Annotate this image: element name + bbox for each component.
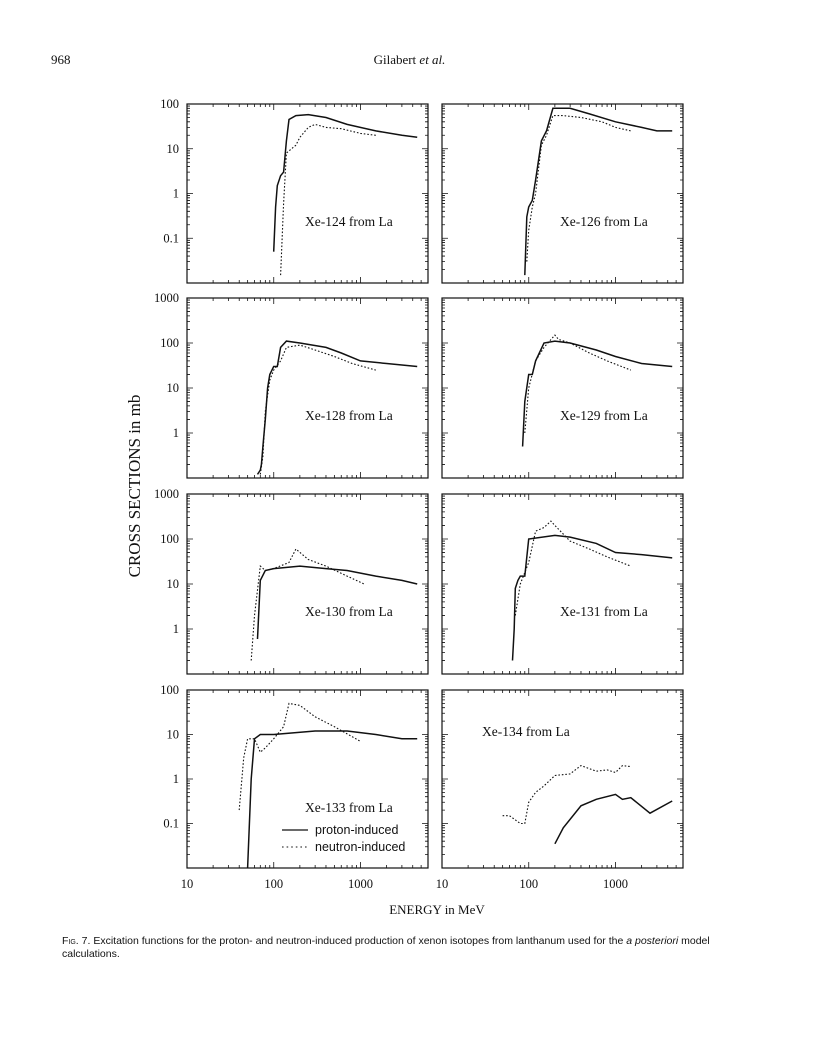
panel-title: Xe-126 from La bbox=[560, 214, 648, 229]
panel-7: 100 10 1 0.1 10 100 1000 Xe-133 from La proton-i… bbox=[160, 683, 429, 891]
panel-title: Xe-124 from La bbox=[305, 214, 393, 229]
proton-induced-line bbox=[246, 730, 418, 869]
axis-ticks bbox=[186, 103, 429, 284]
panel-5: 1000 100 10 1 Xe-130 from La bbox=[154, 487, 429, 675]
plot-frame bbox=[441, 297, 684, 479]
legend-neutron-label: neutron-induced bbox=[315, 840, 405, 854]
x-tick-label: 10 bbox=[181, 877, 194, 891]
et-al: et al. bbox=[419, 52, 446, 67]
panel-3: 1000 100 10 1 Xe-128 from La bbox=[154, 291, 429, 479]
legend: proton-induced neutron-induced bbox=[282, 823, 405, 854]
y-tick-label: 1000 bbox=[154, 291, 179, 305]
x-tick-label: 1000 bbox=[603, 877, 628, 891]
caption-text-end: model calculations. bbox=[62, 935, 710, 960]
plot-frame bbox=[186, 493, 429, 675]
neutron-induced-line bbox=[524, 334, 631, 434]
page-number: 968 bbox=[51, 52, 71, 67]
panel-6: Xe-131 from La bbox=[441, 493, 684, 675]
axis-ticks bbox=[441, 493, 684, 675]
y-tick-label: 100 bbox=[160, 336, 179, 350]
proton-induced-line bbox=[521, 340, 673, 447]
x-tick-label: 1000 bbox=[348, 877, 373, 891]
proton-induced-line bbox=[256, 565, 418, 640]
y-axis-title: CROSS SECTIONS in mb bbox=[125, 395, 144, 578]
neutron-induced-line bbox=[250, 548, 365, 661]
y-tick-label: 1000 bbox=[154, 487, 179, 501]
axis-ticks bbox=[186, 297, 429, 479]
neutron-induced-line bbox=[280, 123, 376, 276]
proton-induced-line bbox=[554, 793, 673, 845]
y-tick-label: 1 bbox=[173, 187, 179, 201]
plot-frame bbox=[186, 103, 429, 284]
panel-2: Xe-126 from La bbox=[441, 103, 684, 284]
y-tick-label: 10 bbox=[167, 577, 180, 591]
panel-8: 10 100 1000 Xe-134 from La bbox=[436, 689, 684, 891]
running-head: Gilabert et al. bbox=[0, 52, 819, 68]
axis-ticks bbox=[441, 689, 684, 869]
x-tick-label: 100 bbox=[264, 877, 283, 891]
plot-frame bbox=[186, 297, 429, 479]
y-tick-label: 10 bbox=[167, 381, 180, 395]
panel-1: 100 10 1 0.1 Xe-124 from La bbox=[160, 97, 429, 284]
panel-title: Xe-134 from La bbox=[482, 724, 570, 739]
y-tick-label: 100 bbox=[160, 532, 179, 546]
panel-title: Xe-128 from La bbox=[305, 408, 393, 423]
axis-ticks bbox=[441, 297, 684, 479]
panel-title: Xe-133 from La bbox=[305, 800, 393, 815]
legend-proton-label: proton-induced bbox=[315, 823, 398, 837]
x-axis-title: ENERGY in MeV bbox=[389, 902, 485, 917]
axis-ticks bbox=[186, 689, 429, 869]
proton-induced-line bbox=[524, 107, 673, 276]
axis-ticks bbox=[186, 493, 429, 675]
y-tick-label: 100 bbox=[160, 683, 179, 697]
neutron-induced-line bbox=[502, 764, 631, 825]
panel-title: Xe-131 from La bbox=[560, 604, 648, 619]
figure-caption: Fig. 7. Excitation functions for the pro… bbox=[62, 935, 762, 961]
panel-title: Xe-129 from La bbox=[560, 408, 648, 423]
y-tick-label: 1 bbox=[173, 622, 179, 636]
caption-italic: a posteriori bbox=[626, 935, 679, 947]
plot-frame bbox=[441, 493, 684, 675]
y-tick-label: 0.1 bbox=[163, 231, 179, 245]
proton-induced-line bbox=[272, 113, 418, 252]
proton-induced-line bbox=[256, 340, 418, 475]
y-tick-label: 100 bbox=[160, 97, 179, 111]
y-tick-label: 10 bbox=[167, 142, 180, 156]
axis-ticks bbox=[441, 103, 684, 284]
y-tick-label: 0.1 bbox=[163, 817, 179, 831]
x-tick-label: 10 bbox=[436, 877, 449, 891]
y-tick-label: 1 bbox=[173, 426, 179, 440]
neutron-induced-line bbox=[514, 520, 631, 616]
proton-induced-line bbox=[511, 534, 673, 661]
panel-title: Xe-130 from La bbox=[305, 604, 393, 619]
neutron-induced-line bbox=[238, 702, 361, 811]
y-tick-label: 10 bbox=[167, 728, 180, 742]
caption-label: Fig. 7. bbox=[62, 935, 91, 947]
plot-frame bbox=[441, 103, 684, 284]
x-tick-label: 100 bbox=[519, 877, 538, 891]
plot-frame bbox=[441, 689, 684, 869]
caption-text: Excitation functions for the proton- and… bbox=[93, 935, 624, 947]
author-name: Gilabert bbox=[373, 52, 417, 67]
y-tick-label: 1 bbox=[173, 772, 179, 786]
panel-4: Xe-129 from La bbox=[441, 297, 684, 479]
